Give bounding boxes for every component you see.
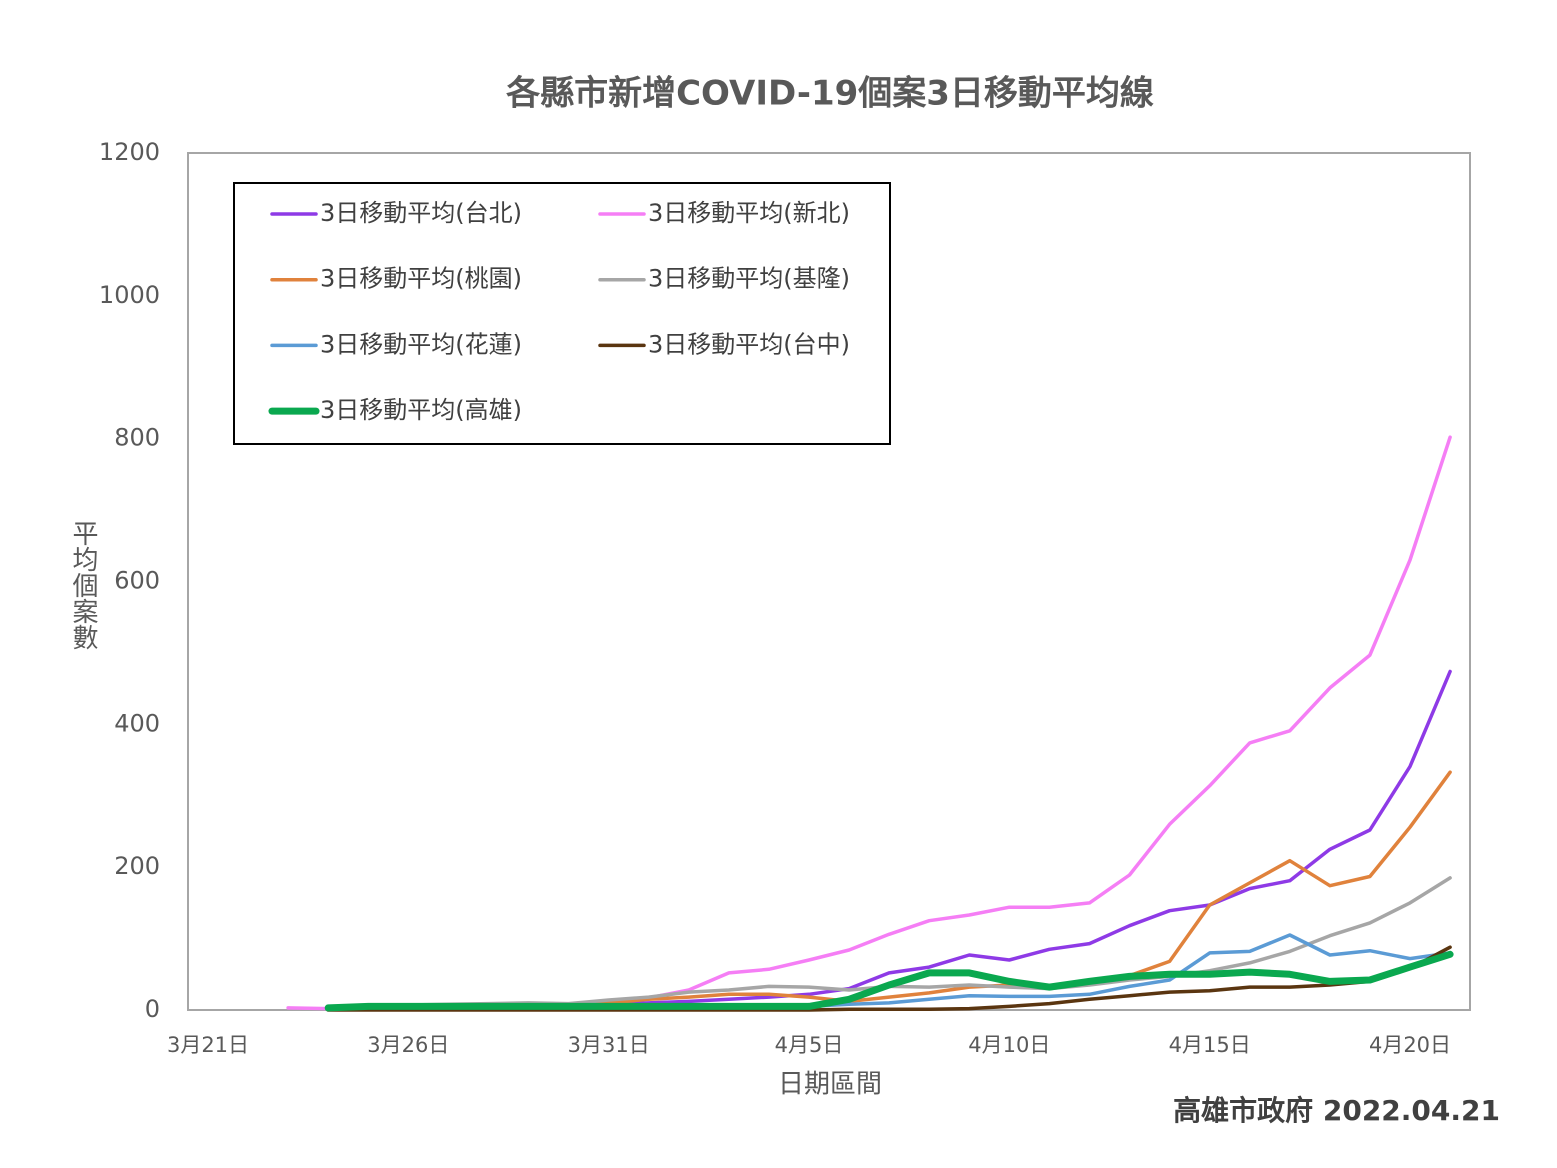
series-line [326,669,1452,1011]
legend-label: 3日移動平均(基隆) [648,265,850,293]
footer: 高雄市政府 2022.04.21 [1173,1094,1500,1127]
y-tick-label: 800 [114,424,160,452]
series-line [286,435,1452,1011]
y-tick-label: 200 [114,852,160,880]
legend [233,182,891,445]
series-line [324,950,1454,1012]
y-tick-label: 0 [145,995,160,1023]
x-tick-label: 4月5日 [775,1033,844,1057]
x-tick-label: 3月21日 [167,1033,249,1057]
y-tick-label: 600 [114,567,160,595]
legend-label: 3日移動平均(台中) [648,330,850,358]
y-tick-label: 1000 [99,281,160,309]
legend-label: 3日移動平均(台北) [320,199,522,227]
x-tick-label: 4月15日 [1169,1033,1251,1057]
x-axis-label: 日期區間 [778,1070,882,1100]
legend-label: 3日移動平均(高雄) [320,396,522,424]
x-tick-label: 3月31日 [568,1033,650,1057]
y-tick-label: 1200 [99,138,160,166]
legend-label: 3日移動平均(新北) [648,199,850,227]
x-tick-label: 4月10日 [968,1033,1050,1057]
chart-title: 各縣市新增COVID-19個案3日移動平均線 [506,74,1154,114]
y-axis-label: 平均個案數 [68,520,98,650]
legend-label: 3日移動平均(花蓮) [320,330,522,358]
series-line [326,945,1452,1012]
x-tick-label: 4月20日 [1369,1033,1451,1057]
legend-label: 3日移動平均(桃園) [320,265,522,293]
x-tick-label: 3月26日 [367,1033,449,1057]
y-tick-label: 400 [114,709,160,737]
